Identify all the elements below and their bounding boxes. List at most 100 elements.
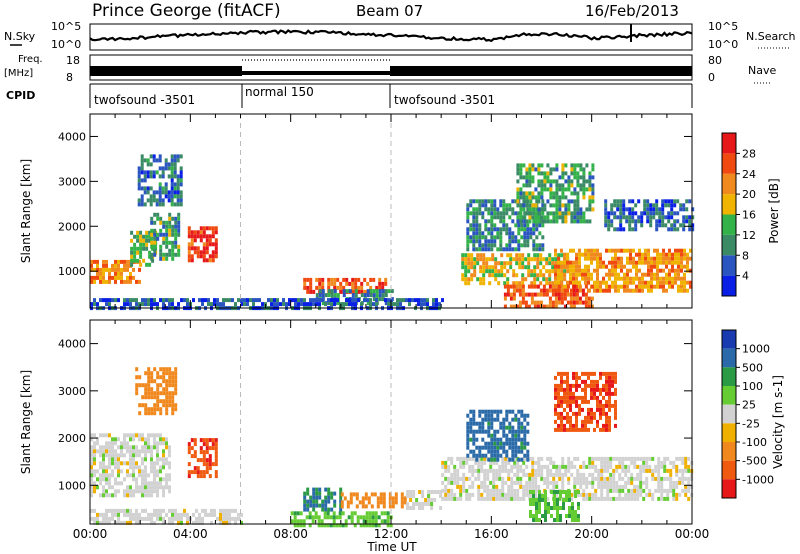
nave-tick-low: 0 [708, 71, 715, 84]
time-tick-6: 00:00 [675, 527, 710, 541]
velocity-colorbar-bin-4 [722, 404, 736, 424]
power-patch-8 [554, 248, 692, 293]
power-colorbar-bin-3 [722, 214, 736, 235]
velocity-ytick-2: 3000 [58, 385, 86, 398]
velocity-heatmap [90, 320, 694, 528]
velocity-colorbar-tick-0: 1000 [742, 343, 770, 356]
power-colorbar-bin-5 [722, 173, 736, 195]
velocity-colorbar-tick-7: -1000 [742, 473, 774, 486]
time-tick-3: 12:00 [374, 527, 409, 541]
nsky-tick-high: 10^5 [51, 20, 81, 33]
velocity-ytick-0: 1000 [58, 479, 86, 492]
power-patch-4 [137, 154, 183, 207]
cpid-label: CPID [6, 89, 35, 102]
velocity-colorbar-bin-7 [722, 460, 736, 480]
freq-bar-2 [242, 71, 390, 75]
power-patch-12 [503, 284, 594, 309]
time-axis-label: Time UT [366, 540, 417, 554]
time-tick-0: 00:00 [73, 527, 108, 541]
velocity-colorbar-bin-5 [722, 423, 736, 442]
velocity-colorbar-bin-6 [722, 442, 736, 461]
power-colorbar-tick-0: 4 [742, 270, 749, 283]
nsearch-tick-low: 10^0 [708, 38, 738, 51]
velocity-patch-6 [290, 511, 393, 528]
freq-bar-1 [90, 66, 242, 76]
station-title: Prince George (fitACF) [92, 1, 281, 21]
freq-tick-high: 18 [66, 54, 80, 67]
nsky-label: N.Sky [4, 30, 36, 43]
power-patch-3 [187, 226, 218, 263]
velocity-colorbar-label: Velocity [m s-1] [771, 375, 785, 469]
power-heatmap [90, 114, 695, 311]
velocity-patch-3 [303, 487, 343, 512]
velocity-colorbar: 1000 500 100 25 -25 -100 -500 -1000 [721, 329, 774, 499]
velocity-ytick-1: 2000 [58, 432, 86, 445]
power-ytick-3: 4000 [58, 130, 86, 143]
velocity-patch-0 [90, 433, 171, 498]
nsearch-tick-high: 10^5 [708, 20, 738, 33]
velocity-patch-9 [529, 490, 580, 522]
power-colorbar-bin-4 [722, 194, 736, 215]
freq-bar-3 [390, 66, 692, 76]
velocity-patch-11 [90, 508, 243, 525]
velocity-ylabel: Slant Range [km] [19, 370, 33, 474]
time-axis: 00:00 04:00 08:00 12:00 16:00 20:00 00:00 [73, 527, 710, 541]
freq-label-1: Freq. [18, 54, 43, 65]
power-colorbar-bin-2 [722, 234, 736, 256]
cpid-segment-1: twofsound -3501 [94, 93, 195, 107]
power-colorbar: 4 8 12 16 20 24 28 [721, 132, 756, 297]
velocity-colorbar-bin-3 [722, 386, 736, 405]
velocity-colorbar-bin-1 [722, 348, 736, 368]
time-tick-1: 04:00 [173, 527, 208, 541]
freq-tick-low: 8 [66, 71, 73, 84]
velocity-axes: 1000 2000 3000 4000 [58, 320, 693, 524]
nave-label: Nave [748, 64, 776, 77]
power-colorbar-bin-6 [722, 153, 736, 174]
power-patch-11 [604, 199, 695, 232]
nsky-panel [89, 23, 693, 51]
velocity-colorbar-tick-5: -100 [742, 436, 767, 449]
velocity-patch-2 [187, 438, 218, 479]
velocity-colorbar-tick-3: 25 [742, 399, 756, 412]
power-axes: 1000 2000 3000 4000 [58, 114, 693, 308]
nsky-trace [89, 29, 693, 43]
velocity-patch-10 [554, 371, 617, 432]
nave-tick-high: 80 [708, 54, 722, 67]
velocity-ytick-3: 4000 [58, 338, 86, 351]
velocity-patch-7 [441, 456, 694, 501]
power-colorbar-tick-6: 28 [742, 147, 756, 160]
power-ytick-1: 2000 [58, 220, 86, 233]
power-colorbar-tick-4: 20 [742, 188, 756, 201]
cpid-segment-2: normal 150 [245, 85, 314, 99]
power-patch-2 [150, 212, 181, 261]
velocity-colorbar-tick-1: 500 [742, 361, 763, 374]
velocity-patch-5 [406, 490, 443, 510]
power-patch-10 [516, 163, 595, 224]
power-ylabel: Slant Range [km] [19, 159, 33, 263]
power-colorbar-bin-0 [722, 275, 736, 296]
power-colorbar-bin-7 [722, 133, 736, 154]
velocity-colorbar-bin-2 [722, 367, 736, 386]
power-patch-7 [461, 253, 570, 286]
velocity-colorbar-bin-0 [722, 330, 736, 349]
power-colorbar-tick-3: 16 [742, 209, 756, 222]
power-ytick-2: 3000 [58, 175, 86, 188]
velocity-patch-1 [135, 367, 178, 416]
power-ytick-0: 1000 [58, 265, 86, 278]
time-tick-2: 08:00 [273, 527, 308, 541]
power-colorbar-label: Power [dB] [767, 178, 781, 243]
freq-label-2: [MHz] [4, 68, 33, 79]
time-tick-5: 20:00 [574, 527, 609, 541]
velocity-colorbar-tick-6: -500 [742, 455, 767, 468]
nsky-tick-low: 10^0 [51, 38, 81, 51]
time-tick-4: 16:00 [474, 527, 509, 541]
velocity-patch-8 [466, 409, 530, 462]
power-colorbar-tick-5: 24 [742, 168, 756, 181]
power-patch-0 [90, 259, 141, 284]
nsearch-label: N.Search [746, 30, 796, 43]
power-colorbar-tick-2: 12 [742, 229, 756, 242]
velocity-patch-4 [340, 492, 407, 509]
velocity-colorbar-tick-2: 100 [742, 380, 763, 393]
power-colorbar-tick-1: 8 [742, 249, 749, 262]
